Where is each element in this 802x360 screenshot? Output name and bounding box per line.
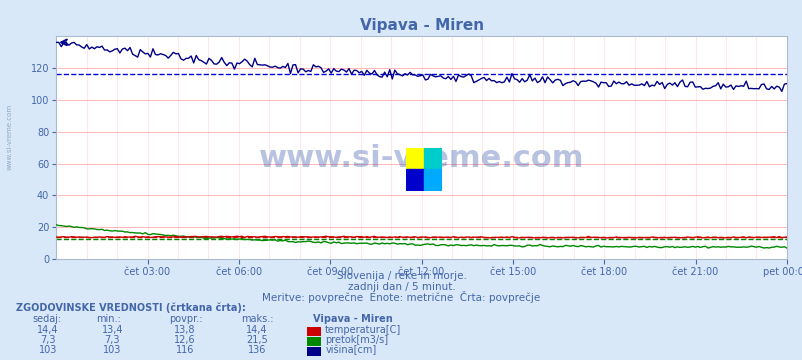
Text: pretok[m3/s]: pretok[m3/s] [325, 335, 388, 345]
Text: 13,8: 13,8 [174, 325, 195, 335]
Text: 103: 103 [39, 345, 57, 355]
Title: Vipava - Miren: Vipava - Miren [359, 18, 483, 33]
Text: Slovenija / reke in morje.: Slovenija / reke in morje. [336, 271, 466, 281]
Bar [423, 148, 441, 169]
Bar [405, 169, 423, 191]
Text: 103: 103 [103, 345, 121, 355]
Text: www.si-vreme.com: www.si-vreme.com [6, 104, 13, 170]
Text: 116: 116 [176, 345, 193, 355]
Text: 136: 136 [248, 345, 265, 355]
Text: 7,3: 7,3 [104, 335, 120, 345]
Text: 21,5: 21,5 [245, 335, 268, 345]
Text: ZGODOVINSKE VREDNOSTI (črtkana črta):: ZGODOVINSKE VREDNOSTI (črtkana črta): [16, 303, 245, 314]
Bar [423, 169, 441, 191]
Text: 14,4: 14,4 [246, 325, 267, 335]
Text: višina[cm]: višina[cm] [325, 345, 376, 355]
Text: zadnji dan / 5 minut.: zadnji dan / 5 minut. [347, 282, 455, 292]
Text: Vipava - Miren: Vipava - Miren [313, 314, 392, 324]
Text: min.:: min.: [96, 314, 121, 324]
Text: www.si-vreme.com: www.si-vreme.com [258, 144, 584, 173]
Text: sedaj:: sedaj: [32, 314, 61, 324]
Bar [405, 148, 423, 169]
Text: 13,4: 13,4 [102, 325, 123, 335]
Text: temperatura[C]: temperatura[C] [325, 325, 401, 335]
Text: Meritve: povprečne  Enote: metrične  Črta: povprečje: Meritve: povprečne Enote: metrične Črta:… [262, 291, 540, 303]
Text: 14,4: 14,4 [38, 325, 59, 335]
Text: 12,6: 12,6 [174, 335, 195, 345]
Text: 7,3: 7,3 [40, 335, 56, 345]
Text: povpr.:: povpr.: [168, 314, 202, 324]
Text: maks.:: maks.: [241, 314, 273, 324]
